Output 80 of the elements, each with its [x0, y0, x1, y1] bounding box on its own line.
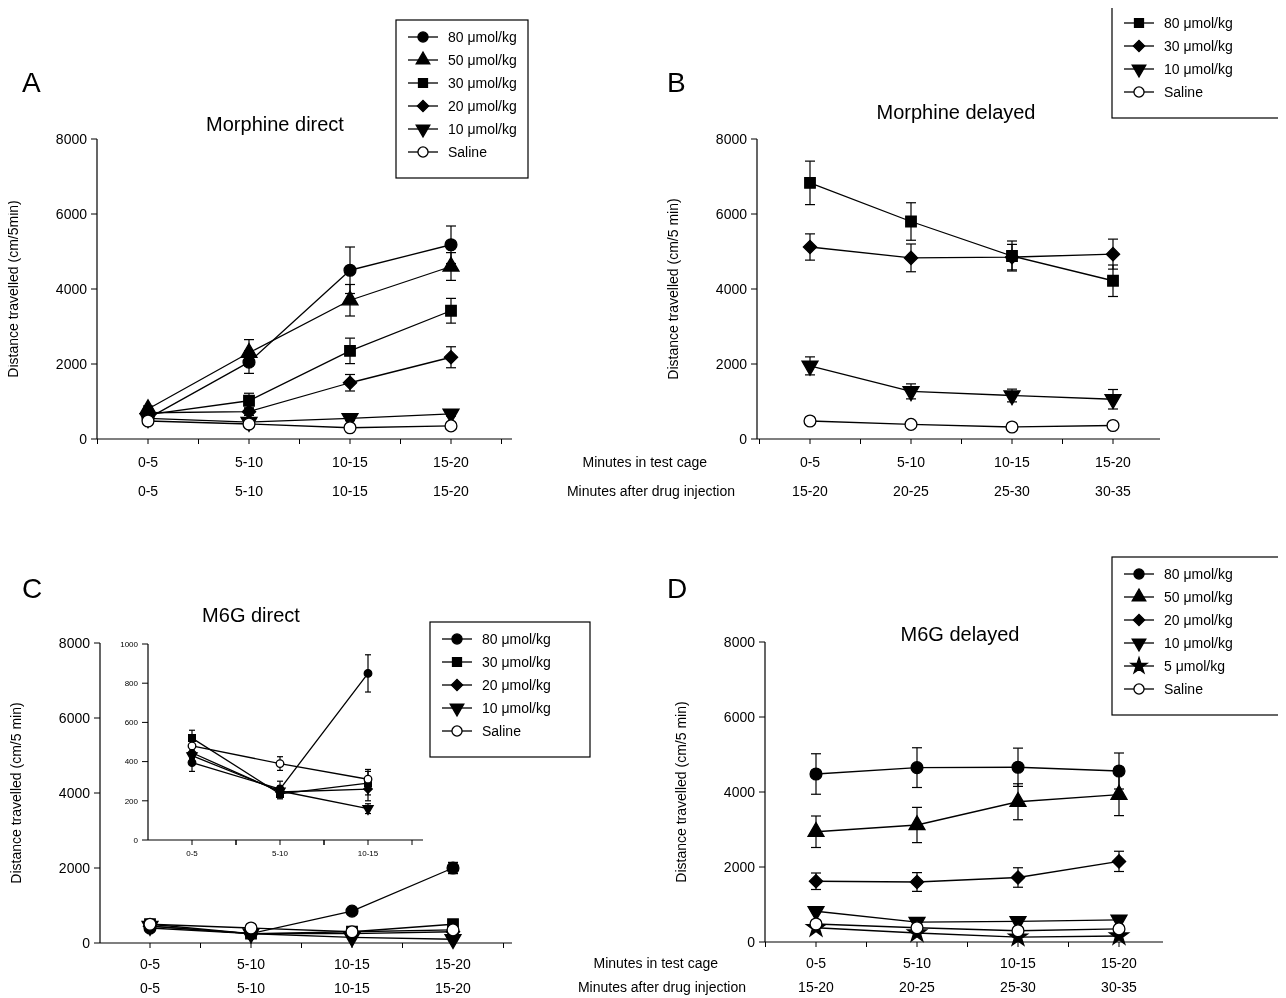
chart-title: M6G delayed [900, 623, 1020, 645]
x-tick-label: 10-15 10-15 [332, 454, 369, 499]
text: B [667, 67, 686, 98]
y-tick-label: 2000 [715, 355, 748, 372]
y-tick-label: 4000 [715, 280, 748, 297]
legend-label: Saline [448, 144, 488, 160]
x-tick-label: 0-5 15-20 [792, 454, 829, 499]
chart-title: Morphine direct [206, 113, 345, 135]
x-tick-label: 0-5 0-5 [139, 956, 161, 996]
legend-label: 10 μmol/kg [1164, 635, 1233, 651]
x-tick-label: 10-15 25-30 [1000, 955, 1037, 995]
y-axis-title: Distance travelled (cm/5min) [5, 200, 21, 378]
y-tick-label: 2000 [723, 858, 756, 875]
x-tick-label: 15-20 15-20 [433, 454, 470, 499]
x-tick-label: 5-10 [271, 849, 289, 858]
x-axis-title: Minutes in test cage Minutes after drug injection [566, 454, 735, 499]
legend-label: 30 μmol/kg [448, 75, 517, 91]
y-tick-label: 400 [124, 757, 139, 767]
x-tick-label: 15-20 15-20 [435, 956, 472, 996]
y-axis-title: Distance travelled (cm/5 min) [665, 198, 681, 380]
legend-label: 20 μmol/kg [448, 98, 517, 114]
legend-label: 30 μmol/kg [1164, 38, 1233, 54]
legend-label: Saline [1164, 84, 1204, 100]
chart-title: Morphine delayed [876, 101, 1036, 123]
y-tick-label: 0 [133, 835, 139, 845]
chart-title: M6G direct [202, 604, 301, 626]
legend-label: 10 μmol/kg [1164, 61, 1233, 77]
legend-label: 30 μmol/kg [482, 654, 551, 670]
y-tick-label: 6000 [723, 708, 756, 725]
y-tick-label: 0 [82, 934, 91, 951]
y-tick-label: 200 [124, 796, 139, 806]
legend-label: 50 μmol/kg [1164, 589, 1233, 605]
y-tick-label: 0 [747, 933, 756, 950]
legend-label: 5 μmol/kg [1164, 658, 1225, 674]
x-tick-label: 10-15 10-15 [334, 956, 371, 996]
y-tick-label: 2000 [55, 355, 88, 372]
legend-label: 80 μmol/kg [448, 29, 517, 45]
legend-label: 20 μmol/kg [482, 677, 551, 693]
legend-label: Saline [1164, 681, 1204, 697]
x-tick-label: 10-15 [357, 849, 379, 858]
legend-label: 20 μmol/kg [1164, 612, 1233, 628]
x-tick-label: 5-10 20-25 [899, 955, 936, 995]
legend-label: 80 μmol/kg [482, 631, 551, 647]
x-tick-label: 5-10 5-10 [236, 956, 266, 996]
y-tick-label: 600 [124, 718, 139, 728]
x-tick-label: 0-5 [186, 849, 199, 858]
legend-label: 80 μmol/kg [1164, 15, 1233, 31]
legend-label: 80 μmol/kg [1164, 566, 1233, 582]
x-tick-label: 0-5 0-5 [137, 454, 159, 499]
text: D [667, 573, 688, 604]
y-axis-title: Distance travelled (cm/5 min) [673, 701, 689, 883]
y-tick-label: 6000 [55, 205, 88, 222]
legend-label: 10 μmol/kg [482, 700, 551, 716]
y-tick-label: 6000 [58, 709, 91, 726]
y-tick-label: 800 [124, 679, 139, 688]
y-tick-label: 4000 [55, 280, 88, 297]
y-tick-label: 0 [79, 430, 88, 447]
legend-label: 50 μmol/kg [448, 52, 517, 68]
y-tick-label: 4000 [58, 784, 91, 801]
y-tick-label: 0 [739, 430, 748, 447]
legend-label: 10 μmol/kg [448, 121, 517, 137]
x-tick-label: 15-20 30-35 [1095, 454, 1132, 499]
y-tick-label: 8000 [715, 130, 748, 147]
y-tick-label: 6000 [715, 205, 748, 222]
x-tick-label: 15-20 30-35 [1101, 955, 1138, 995]
y-tick-label: 8000 [55, 130, 88, 147]
x-axis-title: Minutes in test cage Minutes after drug injection [577, 955, 746, 995]
y-tick-label: 4000 [723, 783, 756, 800]
text: C [22, 573, 43, 604]
x-tick-label: 0-5 15-20 [798, 955, 835, 995]
y-tick-label: 8000 [723, 633, 756, 650]
x-tick-label: 10-15 25-30 [994, 454, 1031, 499]
y-axis-title: Distance travelled (cm/5 min) [8, 702, 24, 884]
x-tick-label: 5-10 5-10 [234, 454, 264, 499]
y-tick-label: 1000 [120, 639, 139, 649]
legend-label: Saline [482, 723, 522, 739]
x-tick-label: 5-10 20-25 [893, 454, 930, 499]
text: A [22, 67, 41, 98]
y-tick-label: 2000 [58, 859, 91, 876]
y-tick-label: 8000 [58, 634, 91, 651]
